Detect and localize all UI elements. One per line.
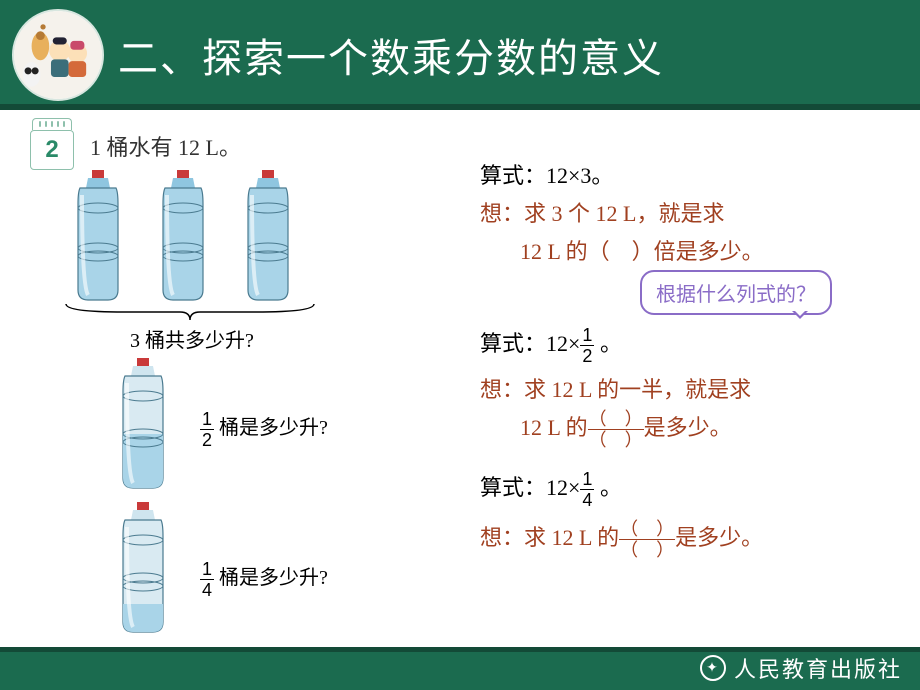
question-2: 12 桶是多少升? bbox=[200, 410, 328, 449]
think-1a: 想：求 3 个 12 L，就是求 bbox=[480, 196, 724, 228]
publisher-name: 人民教育出版社 bbox=[734, 652, 902, 684]
formula-3-post: 。 bbox=[594, 475, 622, 500]
q2-suffix: 桶是多少升? bbox=[219, 417, 328, 439]
q3-denominator: 4 bbox=[200, 580, 214, 599]
page-title: 二、探索一个数乘分数的意义 bbox=[118, 26, 664, 84]
think-2a: 想：求 12 L 的一半，就是求 bbox=[480, 372, 751, 404]
think-1b: 12 L 的（ ）倍是多少。 bbox=[520, 234, 764, 266]
think-2b-pre: 12 L 的 bbox=[520, 415, 588, 440]
quarter-bottle bbox=[100, 502, 190, 642]
q3-numerator: 1 bbox=[200, 560, 214, 580]
publisher: ✦ 人民教育出版社 bbox=[700, 652, 902, 684]
cartoon-logo-icon bbox=[14, 11, 102, 99]
question-1: 3 桶共多少升? bbox=[130, 324, 254, 353]
formula-2-post: 。 bbox=[594, 331, 622, 356]
footer: ✦ 人民教育出版社 bbox=[0, 652, 920, 690]
f2-numerator: 1 bbox=[580, 326, 594, 346]
think-2b: 12 L 的（ ）（ ）是多少。 bbox=[520, 410, 732, 449]
think-3-pre: 想：求 12 L 的 bbox=[480, 525, 619, 550]
three-bottles bbox=[60, 160, 320, 315]
think-3: 想：求 12 L 的（ ）（ ）是多少。 bbox=[480, 520, 763, 559]
formula-2: 算式：12×12 。 bbox=[480, 326, 622, 365]
publisher-logo-icon: ✦ bbox=[700, 655, 726, 681]
formula-2-pre: 算式：12× bbox=[480, 331, 580, 356]
half-bottle bbox=[100, 358, 190, 498]
blank-frac-2-d: （ ） bbox=[619, 540, 675, 559]
formula-1: 算式：12×3。 bbox=[480, 158, 613, 190]
blank-frac-2-n: （ ） bbox=[619, 520, 675, 540]
q2-numerator: 1 bbox=[200, 410, 214, 430]
header: 二、探索一个数乘分数的意义 bbox=[0, 0, 920, 110]
half-water-bottle-icon bbox=[100, 358, 190, 493]
blank-frac-1-d: （ ） bbox=[588, 430, 644, 449]
horizontal-brace-icon bbox=[64, 302, 316, 324]
formula-3: 算式：12×14 。 bbox=[480, 470, 622, 509]
problem-statement: 1 桶水有 12 L。 bbox=[90, 130, 241, 162]
formula-3-pre: 算式：12× bbox=[480, 475, 580, 500]
question-3: 14 桶是多少升? bbox=[200, 560, 328, 599]
q2-denominator: 2 bbox=[200, 430, 214, 449]
f3-denominator: 4 bbox=[580, 490, 594, 509]
hint-bubble: 根据什么列式的？ bbox=[640, 270, 832, 315]
blank-frac-1-n: （ ） bbox=[588, 410, 644, 430]
water-bottles-icon bbox=[60, 160, 320, 310]
think-2b-post: 是多少。 bbox=[644, 415, 732, 440]
q3-suffix: 桶是多少升? bbox=[219, 567, 328, 589]
logo-circle bbox=[12, 9, 104, 101]
quarter-water-bottle-icon bbox=[100, 502, 190, 637]
f2-denominator: 2 bbox=[580, 346, 594, 365]
content-area: 2 1 桶水有 12 L。 3 桶共多少升? bbox=[0, 110, 920, 650]
think-3-post: 是多少。 bbox=[675, 525, 763, 550]
f3-numerator: 1 bbox=[580, 470, 594, 490]
